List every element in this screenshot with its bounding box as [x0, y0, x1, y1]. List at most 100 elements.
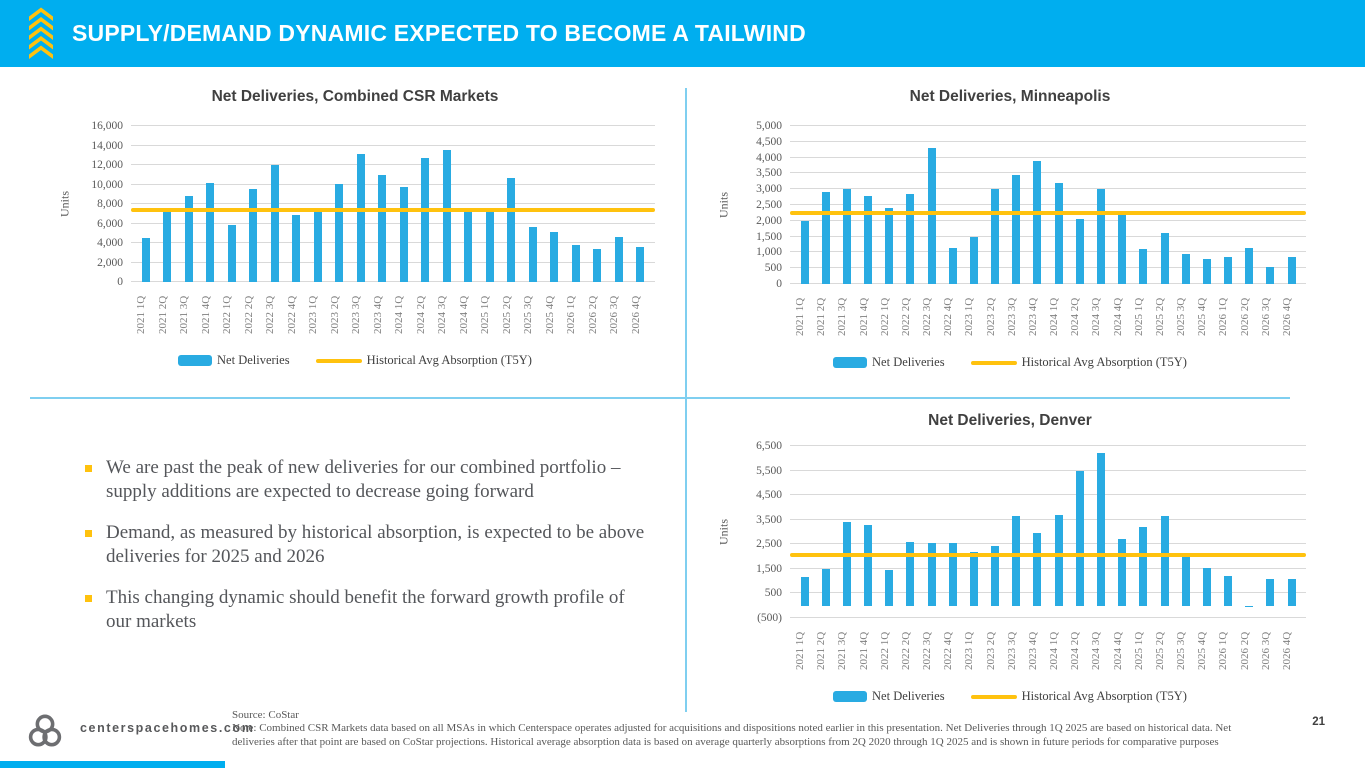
bar [1033, 160, 1042, 284]
x-tick-label: 2023 1Q [963, 631, 976, 671]
x-tick-label: 2026 2Q [1238, 631, 1251, 671]
bar-slot [794, 446, 815, 618]
legend-line-swatch [970, 360, 1017, 365]
y-tick-label: 4,000 [756, 151, 782, 164]
bar-slot [942, 126, 963, 284]
x-tick-label: 2025 4Q [543, 295, 556, 335]
bar-slot [1006, 126, 1027, 284]
bar-slot [1090, 126, 1111, 284]
x-tick-label: 2023 1Q [307, 295, 319, 335]
bar [442, 150, 451, 282]
source-text: Source: CoStar [232, 709, 299, 721]
list-item: Demand, as measured by historical absorp… [85, 521, 650, 569]
source-note: Source: CoStar Note: Combined CSR Market… [232, 709, 1270, 749]
x-tick-label: 2025 1Q [1132, 631, 1145, 671]
gridline [790, 592, 1306, 594]
bar-series [794, 126, 1302, 284]
bar-slot [879, 446, 900, 618]
y-axis-ticks: 0 500 1,000 1,500 2,000 2,500 3,000 3,500 4,000 4… [734, 120, 790, 290]
bullet-text: We are past the peak of new deliveries f… [106, 457, 621, 502]
bar-slot [1217, 446, 1238, 618]
bar [1160, 233, 1169, 284]
bar-slot [393, 126, 415, 282]
note-text: Note: Combined CSR Markets data based on… [232, 722, 1232, 748]
bar-slot [985, 446, 1006, 618]
gridline [790, 445, 1306, 446]
bar [1012, 516, 1021, 606]
bar-slot [1154, 446, 1175, 618]
bar [1075, 219, 1084, 284]
chart-title: Net Deliveries, Minneapolis [909, 88, 1111, 105]
y-tick-label: 2,000 [756, 214, 782, 227]
bar [906, 193, 915, 284]
bar [249, 189, 258, 282]
x-tick-label: 2023 3Q [350, 295, 362, 335]
bar [800, 220, 809, 284]
y-tick-label: 2,000 [97, 256, 123, 269]
bar-slot [522, 126, 544, 282]
legend-bar-swatch [833, 357, 868, 368]
y-tick-label: 2,500 [756, 199, 782, 211]
website-link[interactable]: centerspacehomes.com [80, 721, 255, 735]
x-tick-label: 2025 2Q [500, 295, 513, 335]
chart-combined-csr-markets: Net Deliveries, Combined CSR Markets Uni… [55, 88, 655, 368]
bar [969, 236, 978, 284]
chart-title: Net Deliveries, Denver [928, 412, 1092, 429]
bar [550, 232, 559, 282]
bar [1054, 182, 1063, 284]
chart-minneapolis: Net Deliveries, Minneapolis Units 0 500 1,… [714, 88, 1306, 370]
y-tick-label: 5,500 [756, 464, 782, 477]
bar [991, 545, 1000, 606]
bar-slot [794, 126, 815, 284]
bar-slot [415, 126, 437, 282]
y-tick-label: 1,500 [756, 562, 782, 575]
bar-slot [836, 446, 857, 618]
bar [1266, 579, 1275, 606]
bar-slot [1239, 446, 1260, 618]
bar-slot [1196, 126, 1217, 284]
bar-slot [264, 126, 286, 282]
gridline [790, 617, 1306, 618]
x-tick-label: 2026 4Q [1280, 297, 1293, 337]
bar [927, 543, 936, 606]
x-tick-label: 2022 2Q [899, 631, 912, 671]
bar [948, 543, 957, 606]
gridline [790, 469, 1306, 471]
bar-slot [1069, 126, 1090, 284]
x-tick-label: 2022 4Q [942, 631, 955, 671]
bar [800, 577, 809, 606]
bar [614, 237, 623, 282]
x-tick-label: 2024 4Q [1111, 631, 1124, 671]
y-axis-ticks: 0 2,000 4,000 6,000 8,000 10,000 12,000 14,000 1… [75, 120, 131, 288]
bar-slot [1260, 126, 1281, 284]
bar [1266, 266, 1275, 284]
x-tick-label: 2022 1Q [878, 631, 891, 671]
x-tick-label: 2021 4Q [857, 631, 870, 671]
bar-slot [157, 126, 179, 282]
list-item: This changing dynamic should benefit the… [85, 586, 650, 634]
bar-slot [436, 126, 458, 282]
legend-label: Historical Avg Absorption (T5Y) [1021, 689, 1187, 703]
bar [1139, 527, 1148, 606]
bar-slot [479, 126, 501, 282]
bar [969, 551, 978, 606]
bar-slot [1175, 126, 1196, 284]
bar [1075, 470, 1084, 606]
bar-slot [1217, 126, 1238, 284]
vertical-divider [685, 88, 687, 712]
bar [1096, 189, 1105, 284]
x-tick-label: 2022 2Q [899, 297, 912, 337]
gridline [790, 156, 1306, 158]
gridline [131, 144, 655, 146]
gridline [131, 242, 655, 243]
y-tick-label: 5,000 [756, 120, 782, 132]
x-tick-label: 2022 1Q [878, 297, 891, 337]
bar-slot [1133, 126, 1154, 284]
chart-legend: Net Deliveries Historical Avg Absorption… [714, 689, 1306, 704]
bar [927, 148, 936, 284]
bar-slot [307, 126, 329, 282]
gridline [790, 219, 1306, 221]
bar-slot [221, 126, 243, 282]
x-tick-label: 2021 4Q [857, 297, 870, 337]
